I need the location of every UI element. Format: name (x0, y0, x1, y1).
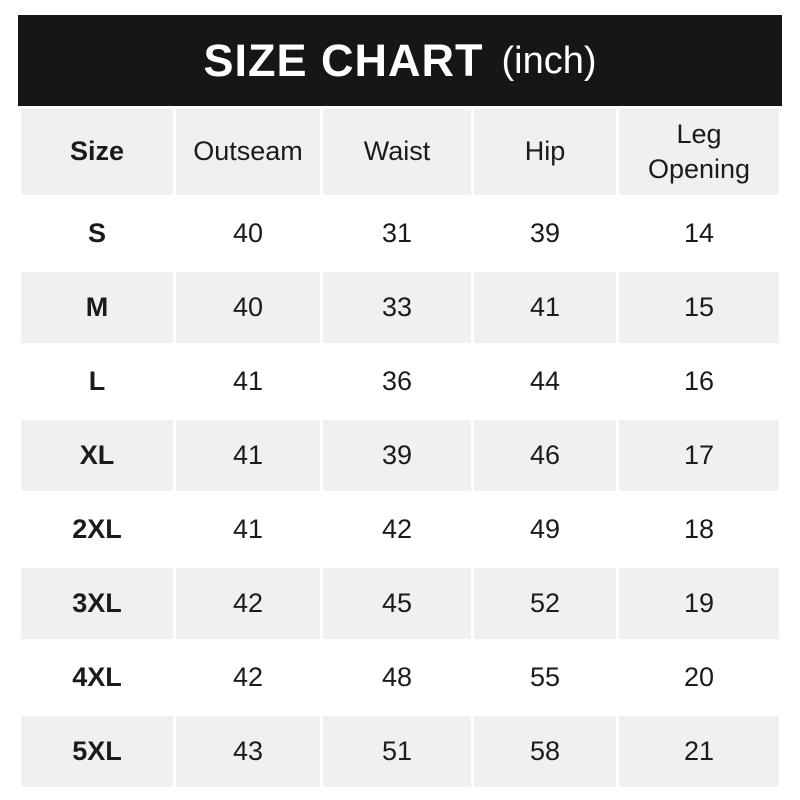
leg-opening-cell: 17 (619, 420, 779, 491)
outseam-cell: 41 (176, 494, 320, 565)
size-cell: M (21, 272, 173, 343)
outseam-cell: 40 (176, 198, 320, 269)
outseam-cell: 43 (176, 716, 320, 787)
hip-cell: 44 (474, 346, 616, 417)
outseam-cell: 42 (176, 642, 320, 713)
size-chart-banner: SIZE CHART (inch) (18, 15, 782, 106)
leg-opening-cell: 14 (619, 198, 779, 269)
hip-cell: 41 (474, 272, 616, 343)
waist-cell: 45 (323, 568, 471, 639)
size-cell: 3XL (21, 568, 173, 639)
waist-cell: 33 (323, 272, 471, 343)
waist-cell: 51 (323, 716, 471, 787)
leg-opening-cell: 21 (619, 716, 779, 787)
outseam-cell: 42 (176, 568, 320, 639)
size-cell: 4XL (21, 642, 173, 713)
column-header-hip: Hip (474, 109, 616, 195)
size-cell: XL (21, 420, 173, 491)
leg-opening-cell: 15 (619, 272, 779, 343)
table-row-m: M 40 33 41 15 (21, 272, 779, 343)
leg-opening-cell: 19 (619, 568, 779, 639)
hip-cell: 52 (474, 568, 616, 639)
hip-cell: 55 (474, 642, 616, 713)
column-header-leg-opening: Leg Opening (619, 109, 779, 195)
leg-opening-cell: 16 (619, 346, 779, 417)
waist-cell: 39 (323, 420, 471, 491)
column-header-size: Size (21, 109, 173, 195)
table-row-4xl: 4XL 42 48 55 20 (21, 642, 779, 713)
hip-cell: 49 (474, 494, 616, 565)
table-row-l: L 41 36 44 16 (21, 346, 779, 417)
table-row-xl: XL 41 39 46 17 (21, 420, 779, 491)
waist-cell: 31 (323, 198, 471, 269)
banner-title: SIZE CHART (203, 35, 484, 86)
leg-opening-cell: 20 (619, 642, 779, 713)
table-row-s: S 40 31 39 14 (21, 198, 779, 269)
size-cell: S (21, 198, 173, 269)
column-header-outseam: Outseam (176, 109, 320, 195)
table-row-2xl: 2XL 41 42 49 18 (21, 494, 779, 565)
waist-cell: 42 (323, 494, 471, 565)
header-row: Size Outseam Waist Hip Leg Opening (21, 109, 779, 195)
size-chart-table: Size Outseam Waist Hip Leg Opening S 40 … (18, 106, 782, 790)
banner-unit-label: (inch) (501, 39, 597, 82)
hip-cell: 46 (474, 420, 616, 491)
leg-opening-cell: 18 (619, 494, 779, 565)
hip-cell: 58 (474, 716, 616, 787)
outseam-cell: 41 (176, 420, 320, 491)
size-cell: 5XL (21, 716, 173, 787)
outseam-cell: 41 (176, 346, 320, 417)
table-row-3xl: 3XL 42 45 52 19 (21, 568, 779, 639)
column-header-waist: Waist (323, 109, 471, 195)
table-row-5xl: 5XL 43 51 58 21 (21, 716, 779, 787)
hip-cell: 39 (474, 198, 616, 269)
outseam-cell: 40 (176, 272, 320, 343)
waist-cell: 48 (323, 642, 471, 713)
size-cell: L (21, 346, 173, 417)
size-cell: 2XL (21, 494, 173, 565)
waist-cell: 36 (323, 346, 471, 417)
